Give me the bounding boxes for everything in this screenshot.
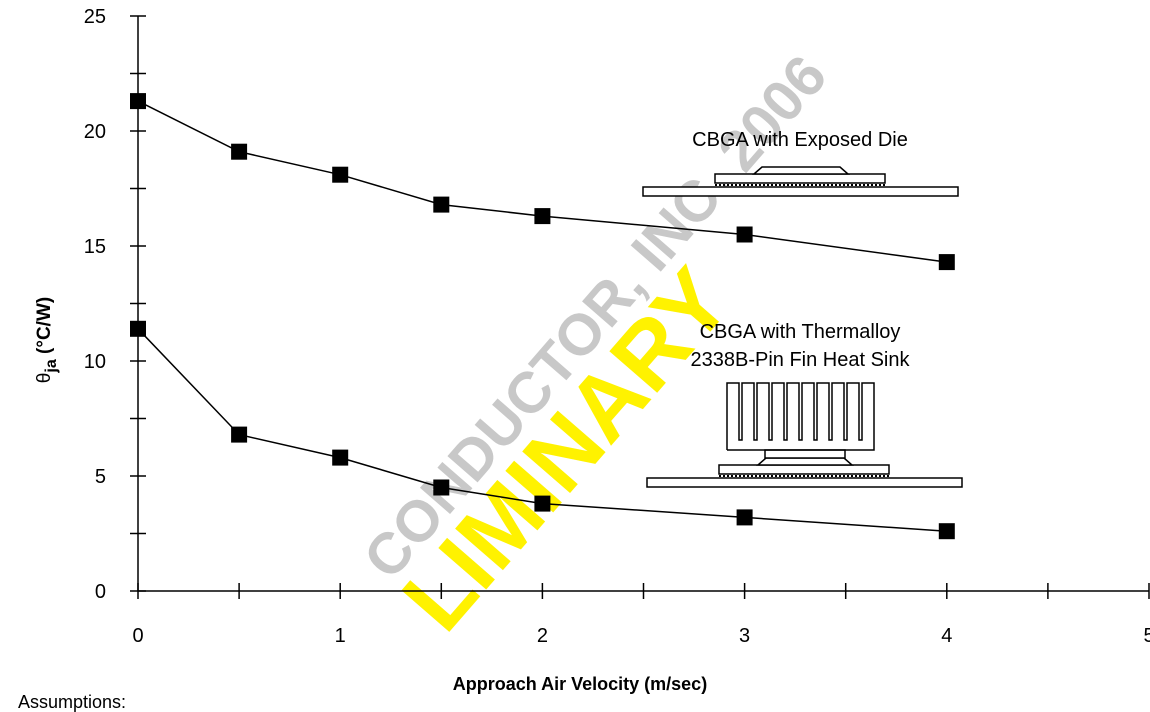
axes (130, 15, 1150, 599)
heatsink-label-line2: 2338B-Pin Fin Heat Sink (690, 349, 910, 371)
exposed-die-package-icon (642, 166, 959, 197)
y-axis-title: θja (°C/W) (34, 297, 60, 383)
tick-labels: 0 5 10 15 20 25 0 1 2 3 4 5 (84, 6, 1150, 647)
series-1-point (130, 93, 146, 110)
y-tick-label: 0 (95, 581, 106, 603)
y-tick-label: 20 (84, 121, 106, 143)
series-2-point (433, 479, 450, 496)
series-2-point (130, 320, 146, 337)
series-1-point (332, 166, 349, 183)
x-tick-label: 4 (941, 625, 952, 647)
series-2-point (332, 449, 349, 466)
exposed-die-label: CBGA with Exposed Die (692, 129, 908, 151)
assumptions-note: Assumptions: (18, 692, 127, 712)
heat-sink-package-icon (646, 382, 963, 488)
series-1-point (534, 208, 551, 225)
heatsink-label-line1: CBGA with Thermalloy (700, 321, 901, 343)
y-tick-label: 10 (84, 351, 106, 373)
x-axis-title: Approach Air Velocity (m/sec) (453, 674, 707, 694)
series-1-point (938, 254, 955, 271)
series-2-point (231, 426, 248, 443)
x-tick-label: 1 (335, 625, 346, 647)
series-1-point (231, 143, 248, 160)
data-series (130, 93, 955, 540)
series-1-point (433, 196, 450, 213)
series-2-point (534, 495, 551, 512)
x-tick-label: 3 (739, 625, 750, 647)
x-tick-label: 5 (1143, 625, 1150, 647)
series-2-point (736, 509, 753, 526)
series-1-point (736, 226, 753, 243)
x-tick-label: 0 (132, 625, 143, 647)
y-tick-label: 15 (84, 236, 106, 258)
series-2-point (938, 523, 955, 540)
x-tick-label: 2 (537, 625, 548, 647)
copyright-watermark: CONDUCTOR, INC. 2006 (351, 43, 839, 591)
y-tick-label: 25 (84, 6, 106, 28)
y-tick-label: 5 (95, 466, 106, 488)
